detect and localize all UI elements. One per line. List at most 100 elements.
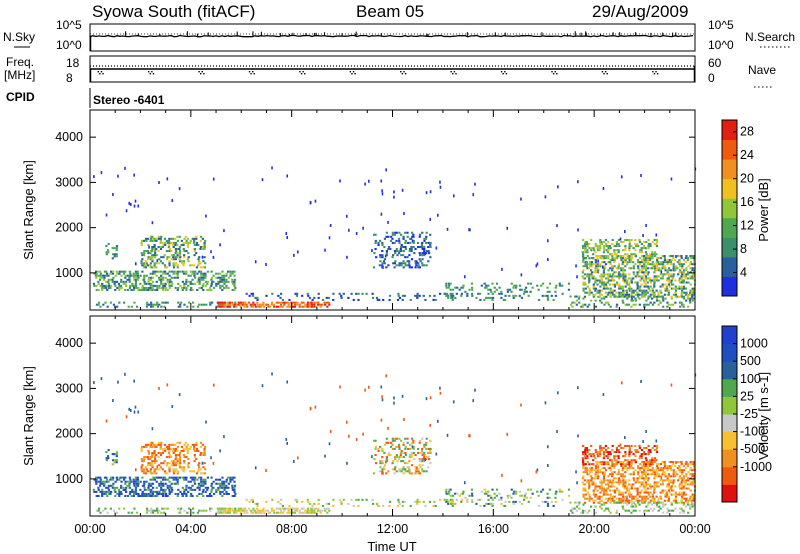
echo-cell — [624, 285, 627, 288]
echo-cell — [409, 241, 412, 244]
echo-cell — [583, 245, 587, 248]
echo-cell — [628, 240, 631, 244]
colorbar-swatch — [722, 431, 737, 450]
echo-cell — [97, 480, 100, 483]
echo-cell — [575, 470, 577, 474]
echo-cell — [408, 264, 411, 267]
echo-cell — [398, 502, 402, 505]
echo-cell — [176, 482, 179, 485]
echo-cell — [439, 180, 441, 184]
echo-cell — [313, 502, 316, 505]
echo-cell — [634, 495, 637, 498]
echo-cell — [233, 480, 236, 483]
echo-cell — [373, 458, 376, 461]
echo-cell — [643, 469, 646, 472]
echo-cell — [672, 265, 675, 268]
echo-cell — [412, 245, 415, 249]
echo-cell — [594, 259, 597, 262]
echo-cell — [609, 493, 612, 496]
echo-cell — [661, 265, 664, 268]
echo-cell — [201, 237, 204, 240]
echo-cell — [624, 303, 627, 306]
echo-cell — [611, 461, 614, 464]
echo-cell — [260, 303, 264, 306]
echo-cell — [325, 502, 328, 505]
echo-cell — [210, 507, 214, 510]
echo-cell — [417, 245, 420, 249]
echo-cell — [588, 479, 591, 482]
echo-cell — [105, 451, 108, 454]
echo-cell — [493, 492, 496, 495]
echo-cell — [686, 295, 689, 298]
echo-cell — [183, 286, 186, 289]
echo-cell — [471, 498, 474, 501]
echo-cell — [105, 213, 108, 217]
echo-cell — [613, 467, 616, 470]
echo-cell — [168, 270, 171, 273]
echo-cell — [172, 462, 175, 465]
echo-cell — [362, 226, 364, 230]
echo-cell — [180, 507, 183, 510]
echo-cell — [427, 252, 431, 255]
echo-cell — [218, 486, 221, 489]
echo-cell — [151, 276, 154, 279]
echo-cell — [667, 303, 670, 306]
echo-cell — [489, 502, 492, 505]
echo-cell — [599, 449, 602, 452]
echo-cell — [178, 460, 182, 463]
echo-cell — [678, 287, 681, 290]
echo-cell — [655, 449, 658, 452]
echo-cell — [95, 490, 98, 493]
echo-cell — [674, 285, 677, 288]
echo-cell — [485, 502, 488, 505]
echo-cell — [599, 257, 602, 260]
echo-cell — [124, 482, 127, 485]
echo-cell — [676, 473, 679, 476]
echo-cell — [408, 260, 411, 263]
echo-cell — [615, 249, 618, 252]
echo-cell — [140, 243, 143, 246]
echo-cell — [585, 261, 589, 264]
echo-cell — [168, 492, 171, 495]
echo-cell — [122, 272, 126, 275]
echo-cell — [287, 507, 290, 510]
echo-cell — [664, 503, 667, 506]
echo-cell — [647, 295, 650, 298]
echo-cell — [653, 475, 657, 478]
echo-cell — [151, 237, 155, 240]
echo-cell — [618, 501, 621, 504]
echo-cell — [600, 499, 604, 502]
echo-cell — [643, 259, 646, 262]
echo-cell — [674, 507, 677, 510]
echo-cell — [219, 303, 222, 306]
echo-cell — [630, 463, 634, 466]
echo-cell — [400, 250, 403, 253]
echo-cell — [193, 250, 196, 253]
echo-cell — [529, 282, 532, 285]
echo-cell — [613, 471, 616, 474]
echo-cell — [604, 263, 608, 266]
echo-cell — [277, 294, 280, 297]
echo-cell — [540, 490, 543, 493]
echo-cell — [606, 507, 609, 510]
echo-cell — [224, 509, 227, 512]
echo-cell — [637, 245, 640, 248]
echo-cell — [588, 493, 591, 496]
echo-cell — [688, 299, 692, 302]
echo-cell — [624, 247, 627, 250]
echo-cell — [112, 509, 116, 512]
echo-cell — [151, 258, 154, 261]
echo-cell — [302, 507, 305, 510]
echo-cell — [678, 263, 681, 266]
echo-cell — [599, 293, 602, 296]
echo-cell — [498, 492, 501, 495]
echo-cell — [636, 271, 639, 274]
echo-cell — [423, 245, 426, 249]
echo-cell — [122, 280, 125, 283]
echo-cell — [678, 469, 681, 472]
echo-cell — [169, 484, 172, 487]
echo-cell — [603, 261, 606, 264]
echo-cell — [188, 447, 192, 450]
echo-cell — [243, 509, 246, 512]
echo-cell — [174, 237, 177, 240]
